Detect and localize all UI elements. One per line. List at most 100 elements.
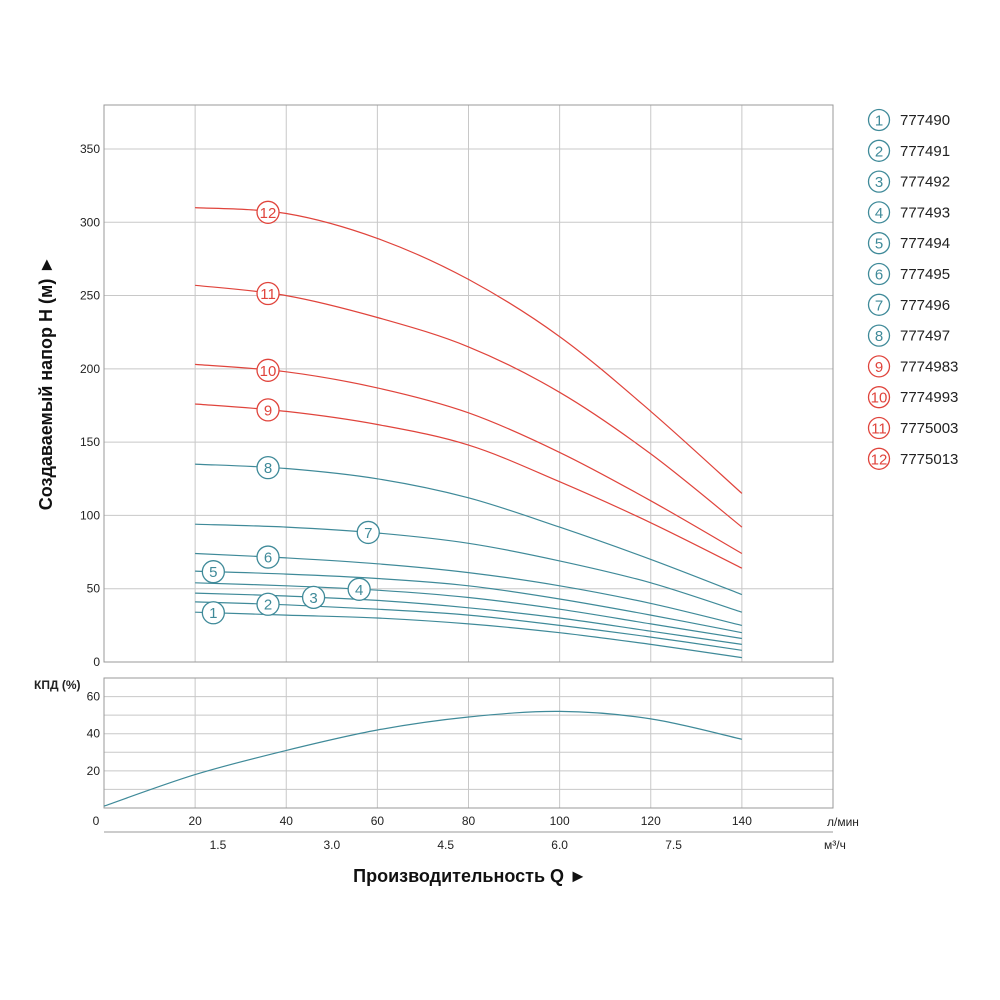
legend-marker-label: 3 <box>875 174 883 191</box>
head-curve-8 <box>195 463 743 596</box>
curve-marker-circle <box>201 601 226 625</box>
curve-marker-8: 8 <box>256 455 280 480</box>
curve-marker-label: 9 <box>264 402 272 419</box>
legend-item-1: 1 777490 <box>867 108 950 132</box>
curve-marker-circle <box>201 560 226 584</box>
head-curve-3 <box>195 592 742 645</box>
curve-marker-label: 5 <box>209 564 217 581</box>
legend-item-11: 11 7775003 <box>867 416 958 440</box>
legend-marker-label: 12 <box>871 451 888 468</box>
legend-marker-label: 2 <box>875 143 883 160</box>
head-y-tick-label: 50 <box>87 582 101 596</box>
legend-model-label: 777493 <box>900 204 950 221</box>
head-y-ticks: 0 50 100 150 200 250 300 350 <box>80 142 100 669</box>
curve-marker-circle <box>256 455 280 480</box>
curve-marker-circle <box>256 592 280 616</box>
legend-item-7: 7 777496 <box>867 293 950 316</box>
head-curve-5 <box>195 570 743 634</box>
legend-marker-circle <box>867 201 891 224</box>
curve-marker-11: 11 <box>256 281 280 306</box>
x-tick-label-primary: 120 <box>641 814 661 828</box>
legend-marker-label: 10 <box>871 390 888 407</box>
efficiency-y-tick-label: 40 <box>87 727 101 741</box>
curve-marker-label: 1 <box>209 605 217 622</box>
curve-marker-circle <box>301 585 326 610</box>
efficiency-y-tick-label: 60 <box>87 690 101 704</box>
efficiency-curve <box>103 710 743 807</box>
curve-marker-label: 8 <box>264 460 272 477</box>
head-y-tick-label: 100 <box>80 508 100 522</box>
legend-item-4: 4 777493 <box>867 201 950 224</box>
x-tick-label-primary: 20 <box>188 814 202 828</box>
efficiency-chart-grid <box>104 678 833 808</box>
legend-item-3: 3 777492 <box>867 170 950 193</box>
x-tick-label-secondary: 4.5 <box>437 838 454 852</box>
curve-marker-7: 7 <box>356 520 380 545</box>
head-curve-7 <box>195 523 743 613</box>
efficiency-chart-frame <box>103 677 834 809</box>
legend-marker-circle <box>867 386 891 409</box>
x-tick-label-primary: 100 <box>550 814 570 828</box>
curve-marker-circle <box>256 200 280 224</box>
curve-marker-5: 5 <box>201 560 226 584</box>
legend-marker-label: 7 <box>875 297 883 314</box>
head-y-tick-label: 300 <box>80 215 100 229</box>
legend-marker-circle <box>867 416 891 440</box>
efficiency-y-tick-label: 20 <box>87 764 101 778</box>
legend-model-label: 777496 <box>900 297 950 314</box>
legend-item-12: 12 7775013 <box>867 447 958 470</box>
curve-marker-9: 9 <box>256 398 280 422</box>
legend-model-label: 777494 <box>900 235 950 252</box>
legend-marker-circle <box>867 170 891 193</box>
legend-marker-circle <box>867 262 891 286</box>
curve-marker-12: 12 <box>256 200 280 224</box>
legend-marker-label: 11 <box>871 421 887 438</box>
legend-marker-label: 1 <box>875 113 883 130</box>
head-y-tick-label: 0 <box>93 655 100 669</box>
head-y-tick-label: 150 <box>80 435 100 449</box>
legend-marker-label: 4 <box>875 205 883 222</box>
efficiency-y-axis-title: КПД (%) <box>34 678 81 692</box>
curve-marker-3: 3 <box>301 585 326 610</box>
x-tick-label-secondary: 7.5 <box>665 838 682 852</box>
legend: 1 777490 2 777491 3 777492 4 777493 5 777494 6 7774… <box>867 108 958 470</box>
legend-model-label: 777497 <box>900 328 950 345</box>
curve-marker-label: 11 <box>260 286 276 303</box>
legend-marker-label: 9 <box>875 359 883 376</box>
curve-marker-label: 10 <box>260 363 277 380</box>
legend-marker-circle <box>867 447 891 470</box>
curve-marker-1: 1 <box>201 601 226 625</box>
head-curve-2 <box>195 601 742 651</box>
x-tick-label-primary: 80 <box>462 814 476 828</box>
legend-marker-circle <box>867 355 891 378</box>
curve-marker-label: 6 <box>264 550 272 567</box>
x-tick-label-secondary: 1.5 <box>210 838 227 852</box>
legend-item-6: 6 777495 <box>867 262 950 286</box>
head-chart-grid <box>104 105 833 662</box>
efficiency-y-ticks: 20 40 60 <box>87 690 101 778</box>
x-tick-label-primary: 40 <box>280 814 294 828</box>
x-unit-primary: л/мин <box>827 815 859 829</box>
legend-model-label: 777491 <box>900 143 950 160</box>
head-y-tick-label: 200 <box>80 362 100 376</box>
legend-model-label: 7774983 <box>900 358 958 375</box>
legend-marker-label: 8 <box>875 328 883 345</box>
legend-marker-circle <box>867 108 891 132</box>
legend-model-label: 777492 <box>900 174 950 191</box>
curve-marker-circle <box>256 358 280 382</box>
head-curve-6 <box>195 552 743 626</box>
curve-marker-circle <box>256 281 280 306</box>
legend-item-2: 2 777491 <box>867 139 950 162</box>
legend-marker-circle <box>867 139 891 162</box>
head-curve-12 <box>195 207 743 494</box>
legend-item-5: 5 777494 <box>867 232 950 255</box>
head-y-tick-label: 250 <box>80 289 100 303</box>
head-curve-1 <box>195 611 742 659</box>
legend-model-label: 7775013 <box>900 451 958 468</box>
legend-item-8: 8 777497 <box>867 324 950 347</box>
curve-marker-label: 2 <box>264 597 272 614</box>
efficiency-curve-line <box>103 710 743 807</box>
head-curve-4 <box>195 582 742 640</box>
